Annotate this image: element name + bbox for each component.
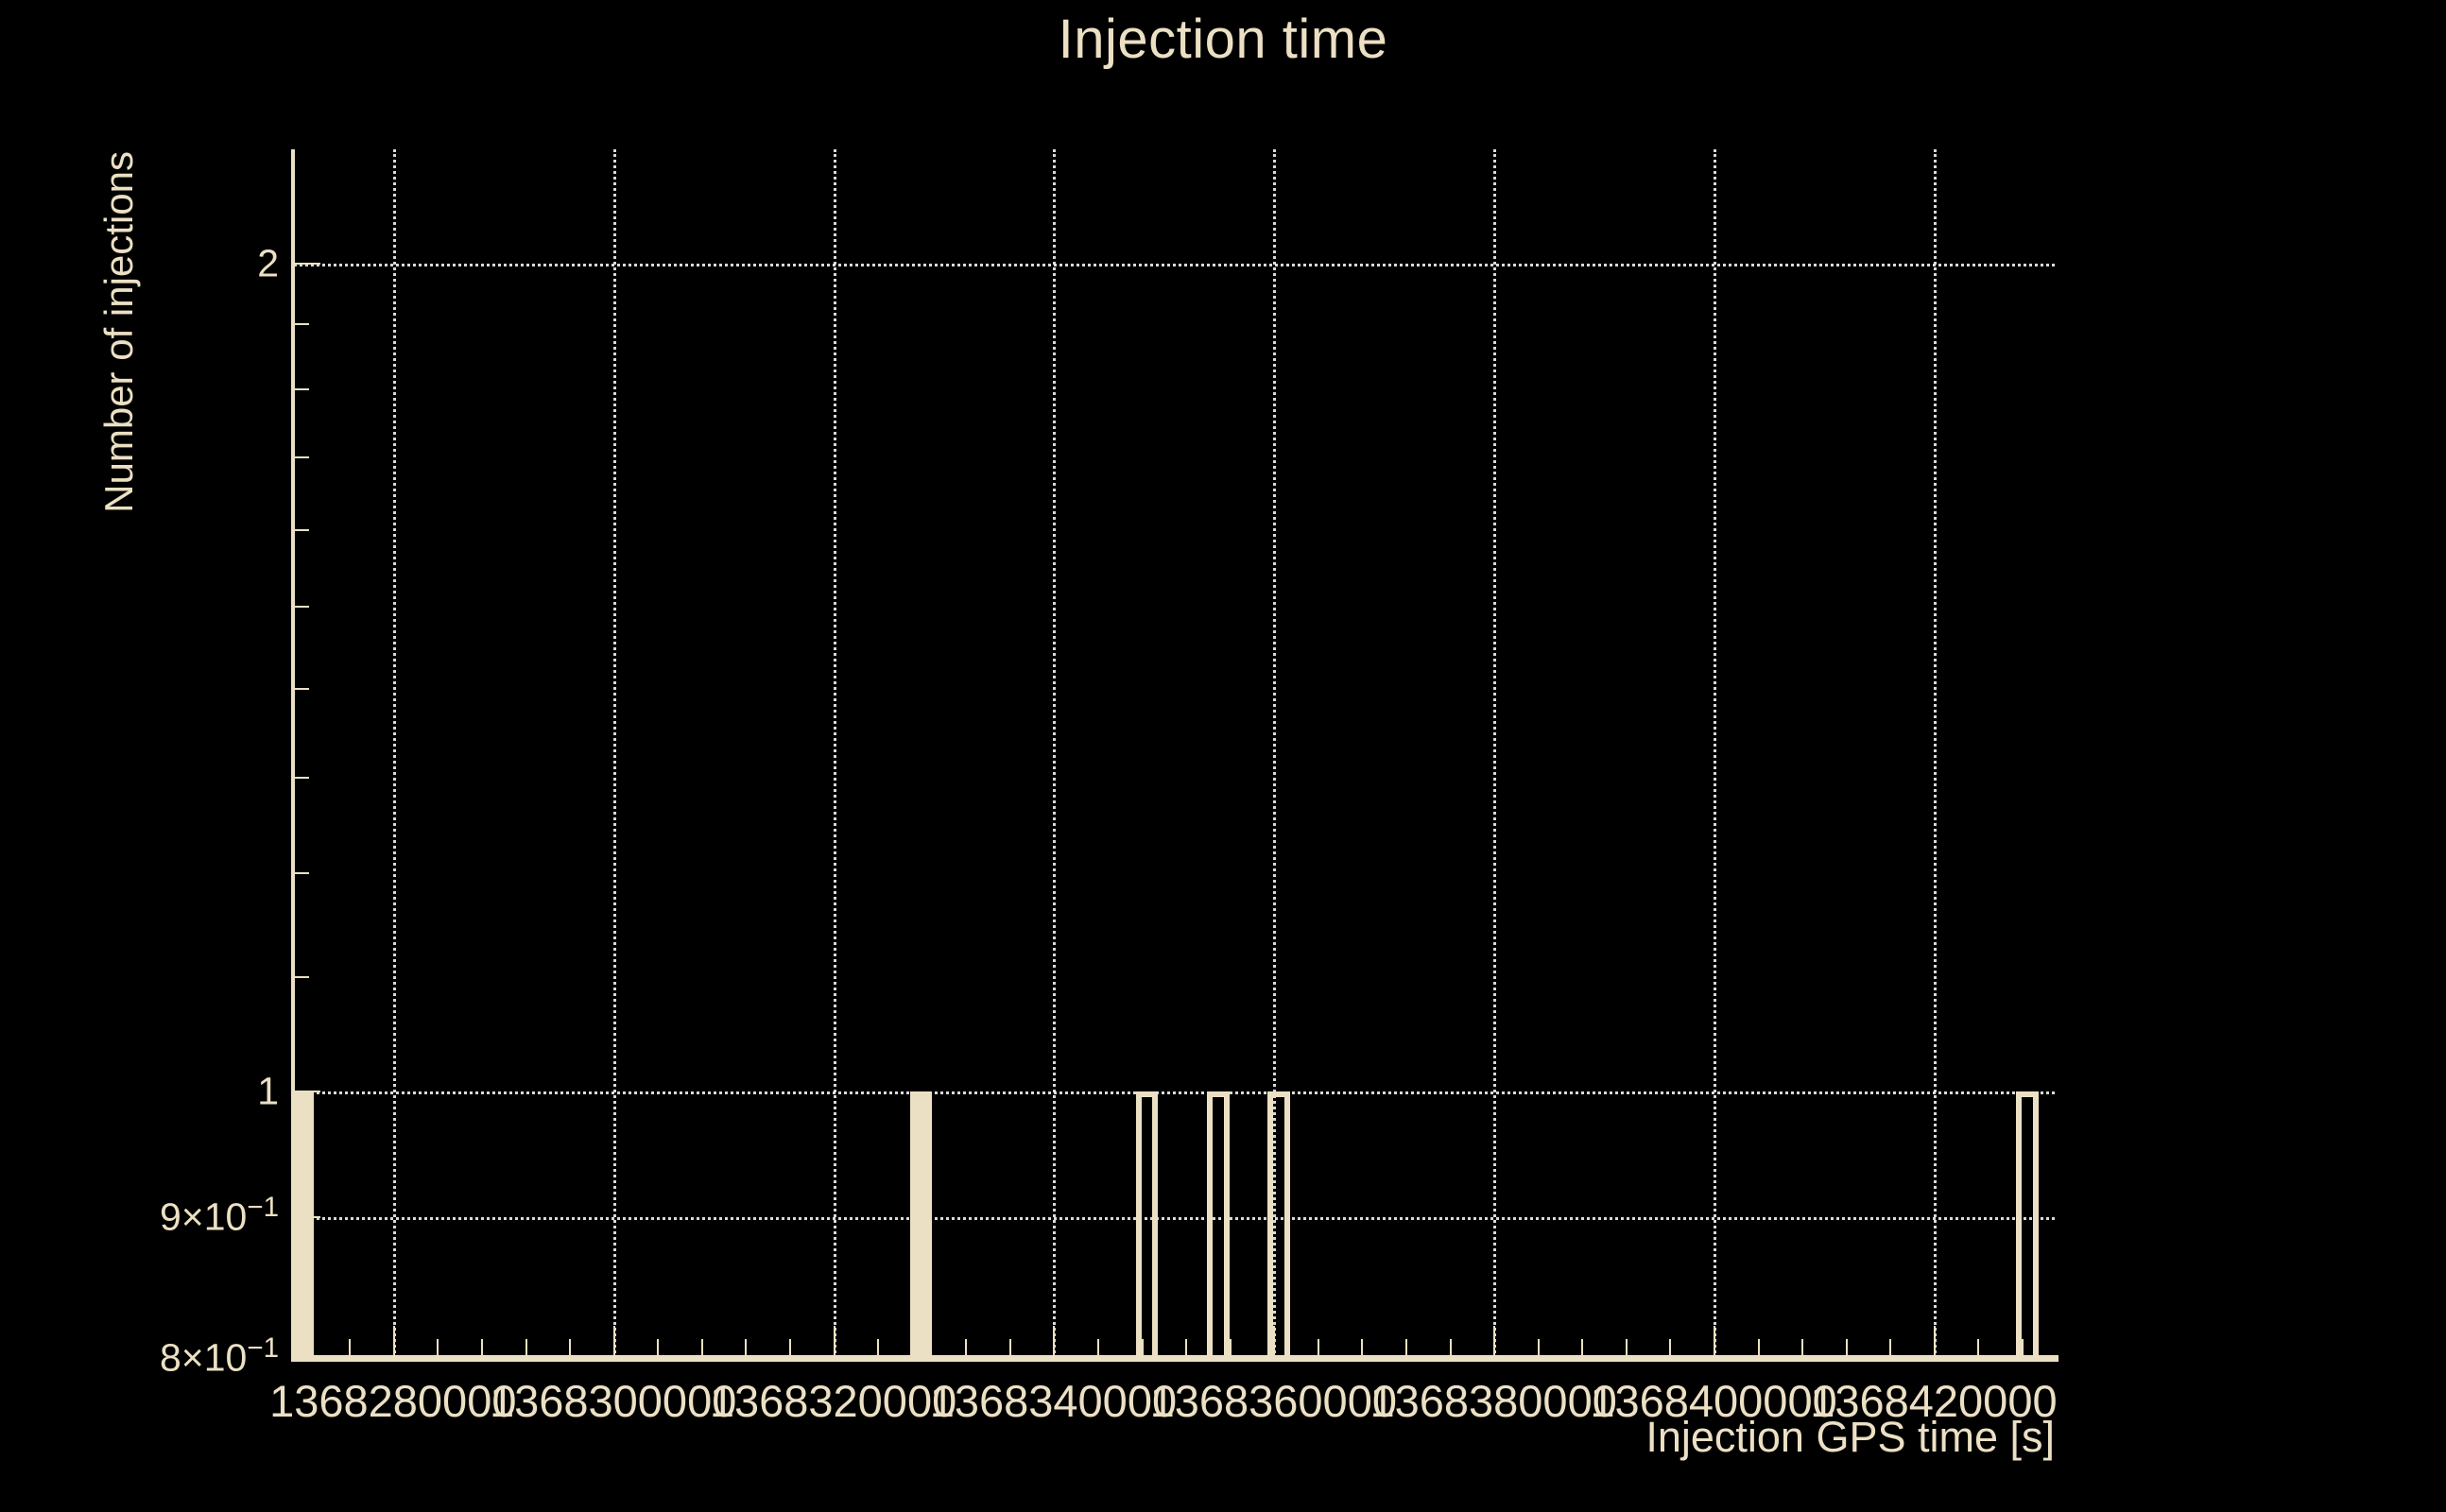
y-tick-label: 2: [257, 241, 279, 284]
chart-title: Injection time: [1058, 9, 1388, 70]
gridline-vertical: [1273, 149, 1277, 1358]
x-tick-minor: [1581, 1339, 1584, 1358]
gridline-vertical: [1053, 149, 1057, 1358]
y-tick-minor: [294, 387, 309, 390]
x-tick-minor: [1493, 1339, 1496, 1358]
histogram-bar: [910, 1091, 933, 1358]
x-tick-minor: [1317, 1339, 1319, 1358]
y-tick-minor: [294, 777, 309, 780]
x-tick-label: 1368300000: [489, 1376, 737, 1426]
x-tick-minor: [700, 1339, 703, 1358]
histogram-bar: [294, 1091, 314, 1358]
x-tick-minor: [745, 1339, 748, 1358]
x-tick-minor: [788, 1339, 791, 1358]
x-tick-label: 1368280000: [269, 1376, 517, 1426]
gridline-horizontal: [294, 263, 2055, 266]
x-tick-minor: [1008, 1339, 1011, 1358]
x-tick-minor: [480, 1339, 483, 1358]
y-tick-minor: [294, 688, 309, 691]
x-tick-minor: [612, 1339, 615, 1358]
x-tick-minor: [1361, 1339, 1364, 1358]
plot-area: [291, 149, 2058, 1362]
x-tick-minor: [437, 1339, 439, 1358]
y-tick-label: 8×10−1: [159, 1332, 279, 1380]
x-tick-label: 1368360000: [1149, 1376, 1397, 1426]
y-tick-major: [294, 262, 320, 265]
x-tick-minor: [1714, 1339, 1716, 1358]
x-tick-minor: [1977, 1339, 1980, 1358]
x-tick-label: 1368320000: [709, 1376, 957, 1426]
x-tick-minor: [877, 1339, 880, 1358]
x-tick-minor: [1449, 1339, 1452, 1358]
x-axis-line: [291, 1355, 2058, 1362]
x-tick-minor: [965, 1339, 968, 1358]
x-tick-minor: [1933, 1339, 1936, 1358]
gridline-horizontal: [294, 1091, 2055, 1094]
gridline-vertical: [1493, 149, 1497, 1358]
x-tick-minor: [1757, 1339, 1760, 1358]
histogram-bar: [1267, 1091, 1290, 1358]
x-tick-minor: [657, 1339, 660, 1358]
y-tick-major: [294, 1090, 320, 1092]
x-tick-minor: [2022, 1339, 2024, 1358]
y-axis-line: [291, 149, 295, 1358]
x-tick-minor: [1053, 1339, 1056, 1358]
x-tick-label: 1368420000: [1810, 1376, 2058, 1426]
y-tick-minor: [294, 323, 309, 326]
y-tick-minor: [294, 528, 309, 531]
x-tick-minor: [569, 1339, 572, 1358]
gridline-vertical: [1933, 149, 1937, 1358]
x-tick-minor: [1889, 1339, 1892, 1358]
y-tick-label: 9×10−1: [159, 1191, 279, 1239]
x-tick-minor: [1537, 1339, 1540, 1358]
gridline-vertical: [833, 149, 836, 1358]
histogram-bar: [1135, 1091, 1159, 1358]
x-tick-minor: [833, 1339, 835, 1358]
y-tick-label: 1: [257, 1069, 279, 1113]
x-tick-minor: [525, 1339, 527, 1358]
gridline-vertical: [1714, 149, 1717, 1358]
y-axis-title: Number of injections: [96, 151, 141, 513]
y-tick-minor: [294, 455, 309, 458]
x-tick-minor: [1405, 1339, 1408, 1358]
x-tick-minor: [392, 1339, 395, 1358]
gridline-vertical: [392, 149, 396, 1358]
x-tick-minor: [349, 1339, 352, 1358]
y-tick-minor: [294, 606, 309, 609]
x-tick-minor: [1625, 1339, 1628, 1358]
x-tick-minor: [1273, 1339, 1276, 1358]
histogram-bar: [1207, 1091, 1230, 1358]
histogram-bar: [2016, 1091, 2039, 1358]
x-tick-label: 1368340000: [929, 1376, 1178, 1426]
x-tick-minor: [1801, 1339, 1804, 1358]
x-tick-minor: [1669, 1339, 1672, 1358]
gridline-horizontal: [294, 1217, 2055, 1221]
y-tick-minor: [294, 976, 309, 979]
x-tick-minor: [1229, 1339, 1232, 1358]
x-tick-label: 1368380000: [1369, 1376, 1617, 1426]
gridline-vertical: [612, 149, 616, 1358]
x-tick-minor: [1185, 1339, 1188, 1358]
x-axis-title: Injection GPS time [s]: [1645, 1413, 2055, 1461]
x-tick-minor: [1845, 1339, 1848, 1358]
x-tick-minor: [1141, 1339, 1144, 1358]
x-tick-label: 1368400000: [1590, 1376, 1837, 1426]
x-tick-minor: [1096, 1339, 1099, 1358]
y-tick-minor: [294, 872, 309, 875]
